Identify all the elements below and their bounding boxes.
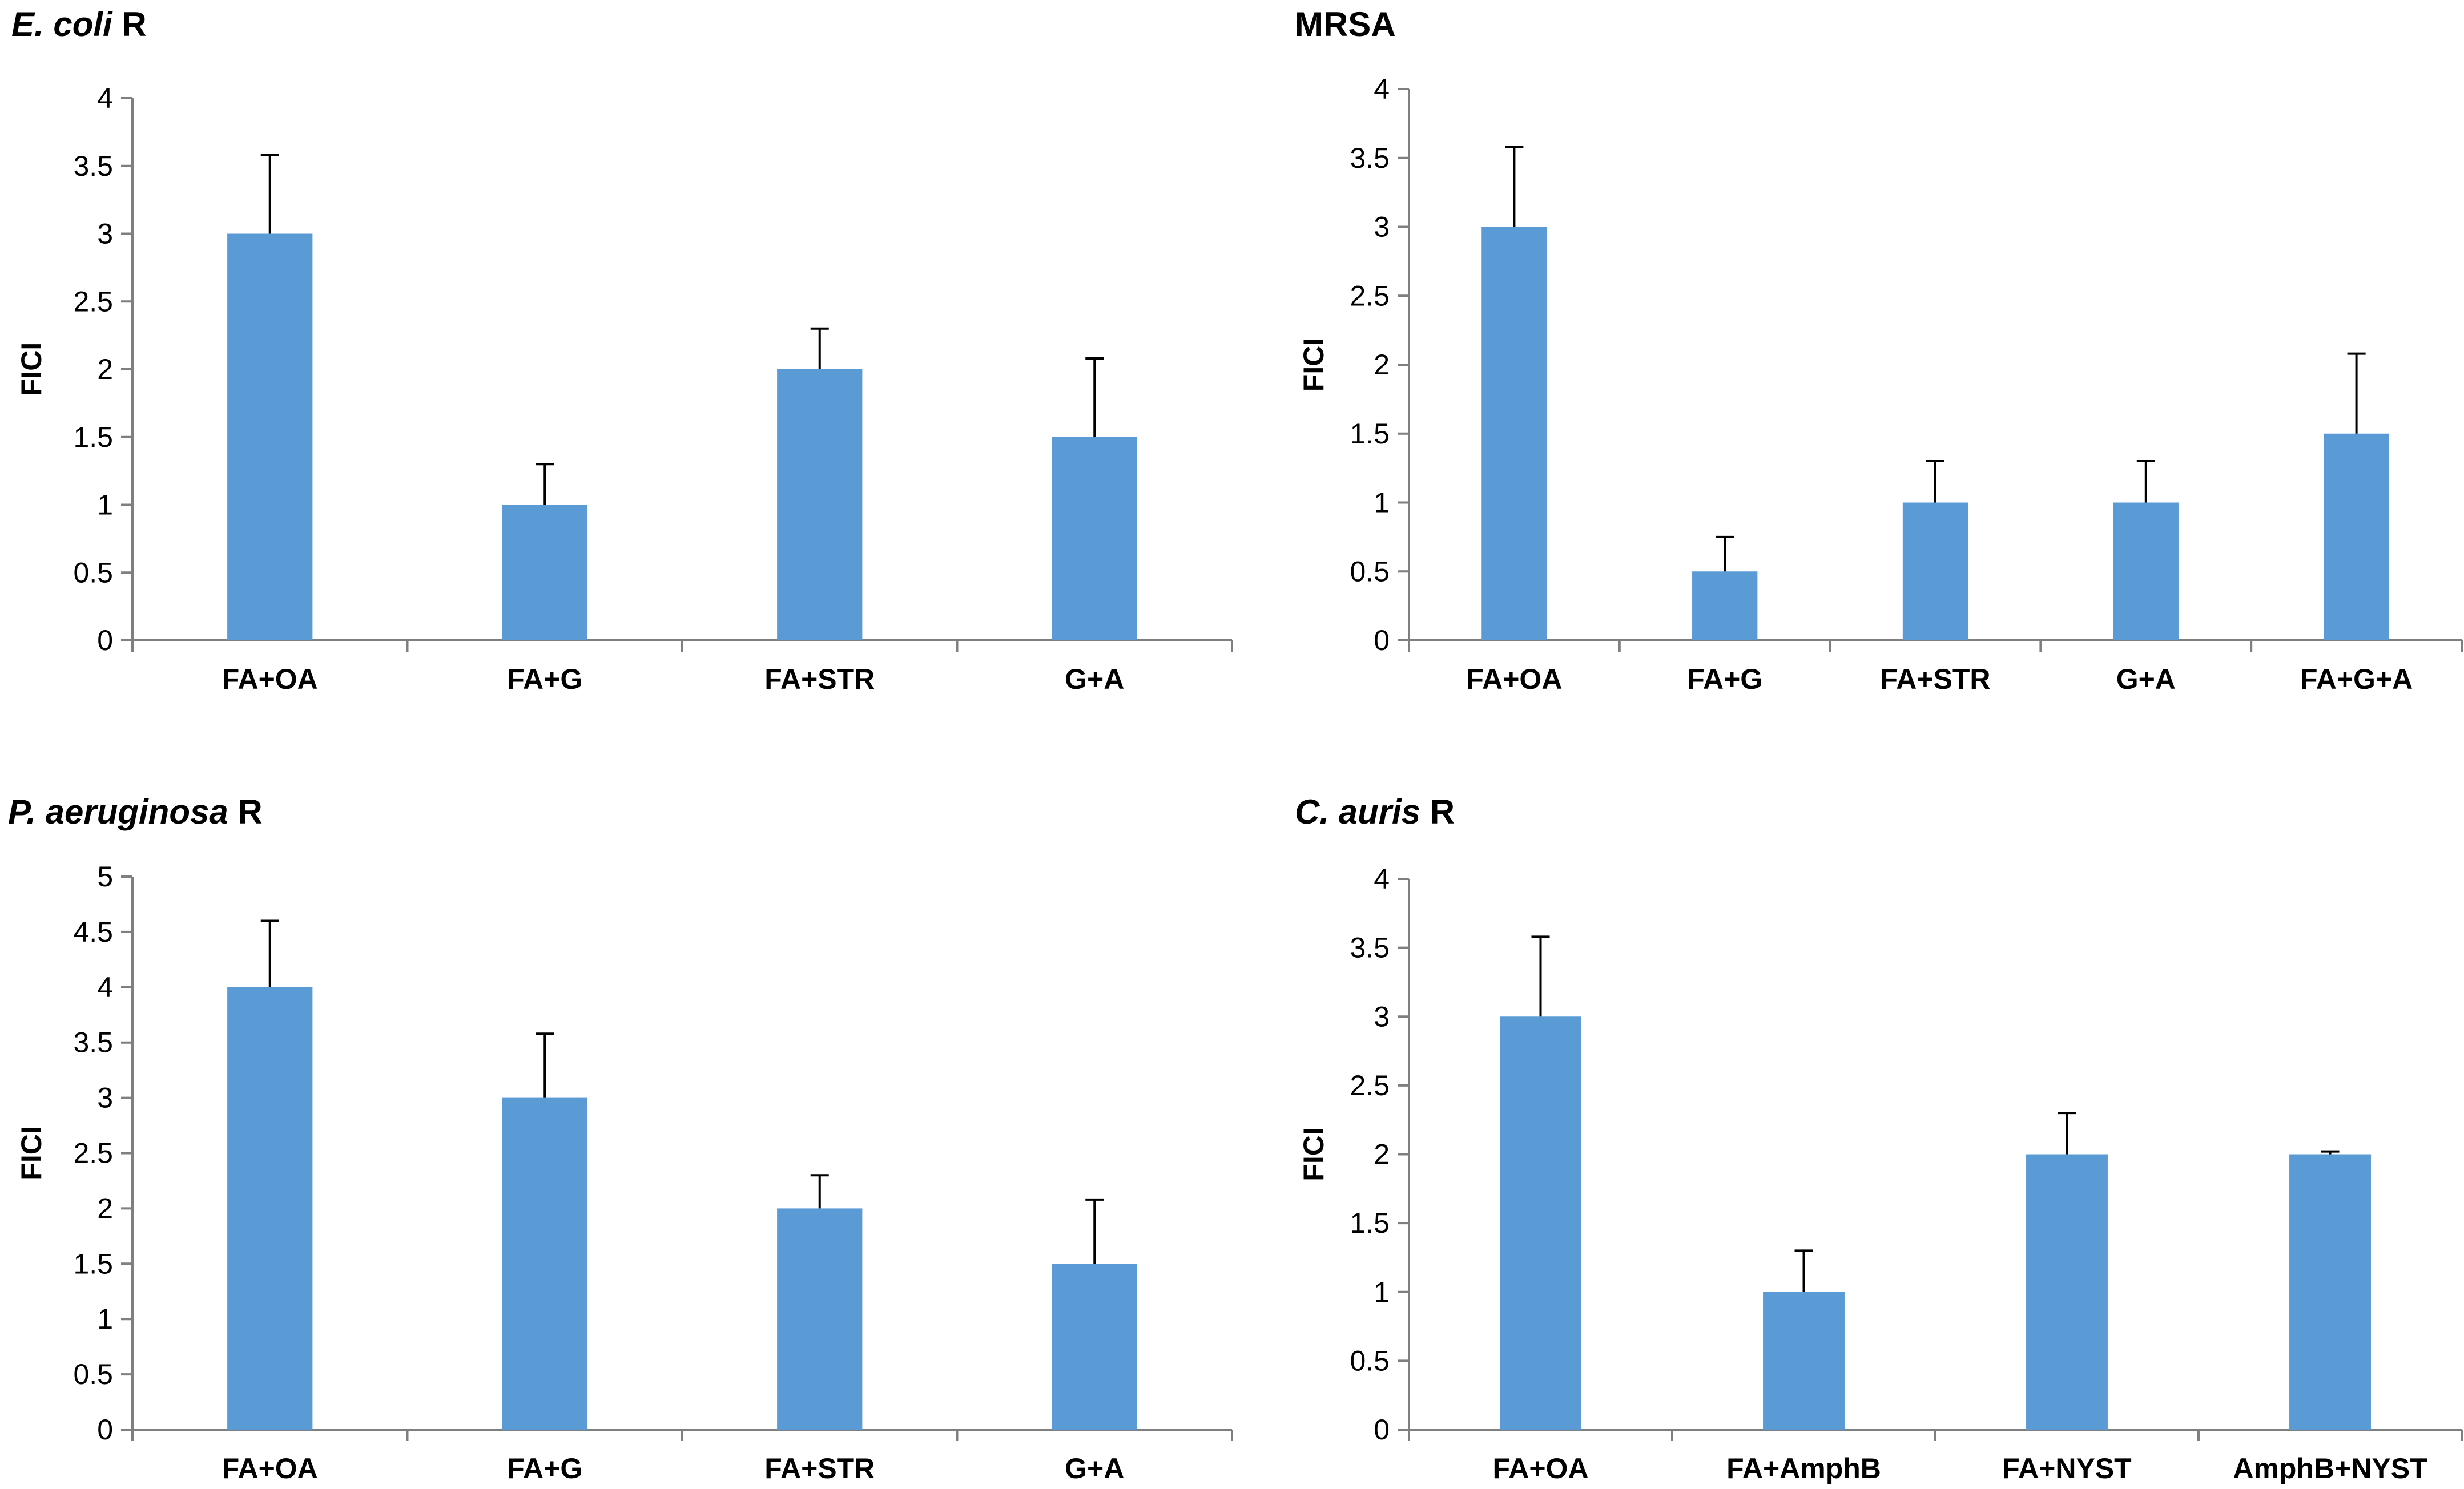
y-tick-label: 2 [1374, 349, 1390, 381]
y-tick-label: 0.5 [1350, 555, 1390, 587]
chart-panel-cauris: C. auris R 0 0.5 1 1.5 2 2.5 3 3.5 4 FICI FA+OA FA+… [1232, 742, 2464, 1489]
bar [1500, 1016, 1581, 1430]
x-tick-label: G+A [1065, 663, 1124, 695]
y-axis-title: FICI [15, 342, 47, 396]
chart-panel-ecoli: E. coli R 0 0.5 1 1.5 2 2.5 3 3.5 4 FICI FA+OA FA+G… [0, 0, 1233, 742]
bar [777, 1208, 863, 1430]
y-tick-label: 2.5 [73, 1137, 113, 1169]
y-axis-title: FICI [1298, 1127, 1330, 1181]
y-tick-label: 4 [1374, 73, 1390, 105]
y-tick-label: 3.5 [73, 1027, 113, 1059]
y-tick-label: 1.5 [73, 421, 113, 453]
chart-title: C. auris R [1295, 792, 1455, 832]
x-tick-label: FA+STR [1880, 663, 1990, 695]
x-tick-label: FA+AmphB [1726, 1452, 1881, 1484]
y-tick-label: 2 [1374, 1139, 1390, 1171]
x-tick-label: FA+OA [222, 663, 318, 695]
x-tick-label: FA+OA [1466, 663, 1562, 695]
x-tick-label: G+A [1065, 1452, 1124, 1484]
bar [1052, 1264, 1137, 1430]
bar [1052, 437, 1137, 640]
y-tick-label: 2.5 [1350, 1070, 1390, 1101]
y-tick-label: 5 [97, 861, 113, 893]
x-tick-label: FA+NYST [2002, 1452, 2131, 1484]
chart-title-italic: E. coli [11, 5, 112, 43]
bar-chart-ecoli: 0 0.5 1 1.5 2 2.5 3 3.5 4 FICI FA+OA FA+G FA+STR G+A [15, 82, 1233, 695]
y-tick-label: 0 [1374, 1414, 1390, 1446]
y-tick-label: 3 [97, 218, 113, 250]
bar [1692, 571, 1758, 640]
chart-title: MRSA [1295, 5, 1396, 44]
y-axis-title: FICI [1298, 338, 1330, 392]
y-tick-label: 3.5 [73, 150, 113, 182]
y-tick-label: 3.5 [1350, 932, 1390, 964]
y-tick-label: 4 [97, 971, 113, 1003]
bar-chart-cauris: 0 0.5 1 1.5 2 2.5 3 3.5 4 FICI FA+OA FA+AmphB FA+NYS… [1298, 863, 2463, 1484]
bar [502, 505, 587, 640]
y-tick-label: 2.5 [1350, 280, 1390, 312]
chart-title: E. coli R [11, 5, 147, 44]
y-tick-label: 1 [97, 489, 113, 521]
y-tick-label: 4.5 [73, 916, 113, 948]
y-tick-label: 2.5 [73, 285, 113, 317]
y-tick-label: 1.5 [1350, 418, 1390, 450]
y-axis-title: FICI [15, 1126, 47, 1180]
y-tick-label: 0.5 [73, 1358, 113, 1390]
bar [2289, 1154, 2371, 1430]
y-tick-label: 4 [1374, 863, 1390, 895]
x-tick-label: FA+STR [764, 663, 875, 695]
x-tick-label: G+A [2116, 663, 2176, 695]
x-tick-label: FA+STR [764, 1452, 875, 1484]
bar [1902, 502, 1968, 640]
y-tick-label: 3 [97, 1082, 113, 1114]
bar [1481, 227, 1547, 640]
bar-chart-mrsa: 0 0.5 1 1.5 2 2.5 3 3.5 4 FICI FA+OA FA+G FA+STR G+A F… [1298, 73, 2463, 695]
chart-title-italic: C. auris [1295, 793, 1421, 831]
x-tick-label: FA+G [507, 663, 582, 695]
y-tick-label: 4 [97, 82, 113, 114]
bar [2026, 1154, 2108, 1430]
y-tick-label: 0.5 [1350, 1345, 1390, 1377]
y-tick-label: 0 [1374, 624, 1390, 656]
chart-title-rest: R [112, 5, 147, 43]
chart-panel-paeruginosa: P. aeruginosa R 0 0.5 1 1.5 2 2.5 3 3.5 4 4.5 5 FIC… [0, 742, 1233, 1489]
y-tick-label: 0 [97, 1414, 113, 1446]
bar [227, 233, 313, 640]
bar [502, 1097, 587, 1430]
bar [777, 369, 863, 640]
y-tick-label: 1.5 [73, 1248, 113, 1280]
y-tick-label: 3 [1374, 1000, 1390, 1032]
chart-title: P. aeruginosa R [8, 792, 263, 832]
y-tick-label: 2 [97, 353, 113, 385]
y-tick-label: 1 [1374, 487, 1390, 519]
chart-panel-mrsa: MRSA 0 0.5 1 1.5 2 2.5 3 3.5 4 FICI FA+OA FA+G FA+ST… [1232, 0, 2464, 742]
x-tick-label: FA+G+A [2300, 663, 2413, 695]
y-tick-label: 1 [97, 1303, 113, 1335]
y-tick-label: 3.5 [1350, 142, 1390, 174]
y-tick-label: 1.5 [1350, 1207, 1390, 1239]
y-tick-label: 0.5 [73, 556, 113, 588]
x-tick-label: FA+G [507, 1452, 582, 1484]
chart-title-rest: MRSA [1295, 5, 1396, 43]
x-tick-label: FA+OA [1492, 1452, 1588, 1484]
chart-title-italic: P. aeruginosa [8, 793, 228, 831]
bar [1763, 1292, 1845, 1430]
y-tick-label: 1 [1374, 1276, 1390, 1308]
bar [2113, 502, 2179, 640]
x-tick-label: FA+OA [222, 1452, 318, 1484]
bar-chart-paeruginosa: 0 0.5 1 1.5 2 2.5 3 3.5 4 4.5 5 FICI FA+OA FA+G FA+STR… [15, 861, 1233, 1484]
y-tick-label: 2 [97, 1192, 113, 1224]
y-tick-label: 0 [97, 624, 113, 656]
bar [227, 987, 313, 1430]
chart-title-rest: R [228, 793, 263, 831]
y-tick-label: 3 [1374, 211, 1390, 243]
chart-title-rest: R [1420, 793, 1455, 831]
x-tick-label: AmphB+NYST [2233, 1452, 2427, 1484]
bar [2324, 433, 2389, 640]
x-tick-label: FA+G [1687, 663, 1762, 695]
